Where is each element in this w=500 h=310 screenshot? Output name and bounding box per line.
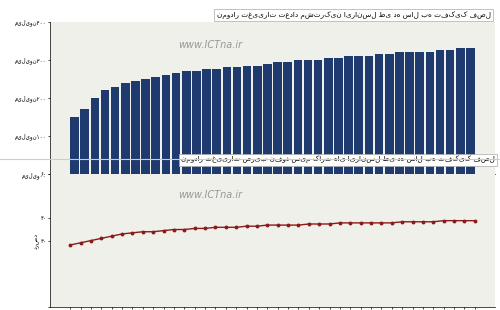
Bar <box>152 77 160 174</box>
Bar <box>121 83 130 174</box>
Bar <box>294 60 302 174</box>
Bar <box>416 52 424 174</box>
Bar <box>253 65 262 174</box>
Bar <box>324 58 332 174</box>
Bar <box>131 81 140 174</box>
Bar <box>426 52 434 174</box>
Bar <box>243 65 252 174</box>
Y-axis label: درصد: درصد <box>34 232 39 249</box>
Bar <box>344 56 353 174</box>
Bar <box>284 62 292 174</box>
Bar <box>405 52 414 174</box>
Bar <box>385 54 394 174</box>
Bar <box>70 117 79 174</box>
Bar <box>111 86 120 174</box>
Bar <box>80 109 89 174</box>
Bar <box>222 68 231 174</box>
Text: نمودار تغییرات تعداد مشترکین ایرانسل طی ده سال به تفکیک فصل: نمودار تغییرات تعداد مشترکین ایرانسل طی … <box>216 11 490 19</box>
Bar <box>162 75 170 174</box>
Bar <box>232 68 241 174</box>
Text: www.ICTna.ir: www.ICTna.ir <box>178 40 242 50</box>
Bar <box>172 73 180 174</box>
Bar <box>354 56 363 174</box>
Bar <box>90 98 99 174</box>
Bar <box>274 62 282 174</box>
Bar <box>100 90 110 174</box>
Bar <box>364 56 374 174</box>
Bar <box>395 52 404 174</box>
Text: www.ICTna.ir: www.ICTna.ir <box>178 190 242 200</box>
Bar <box>304 60 312 174</box>
Bar <box>192 71 200 174</box>
Text: نمودار تغییرات ضریب نفوذ سیم کارت های ایرانسل طی ده سال به تفکیک فصل: نمودار تغییرات ضریب نفوذ سیم کارت های ای… <box>181 156 495 163</box>
Bar <box>436 50 444 174</box>
Bar <box>456 48 464 174</box>
Bar <box>202 69 211 174</box>
Bar <box>446 50 454 174</box>
Bar <box>182 71 190 174</box>
Bar <box>263 64 272 174</box>
Bar <box>334 58 343 174</box>
Bar <box>212 69 221 174</box>
Bar <box>314 60 322 174</box>
Bar <box>466 48 475 174</box>
Bar <box>375 54 384 174</box>
Bar <box>142 79 150 174</box>
